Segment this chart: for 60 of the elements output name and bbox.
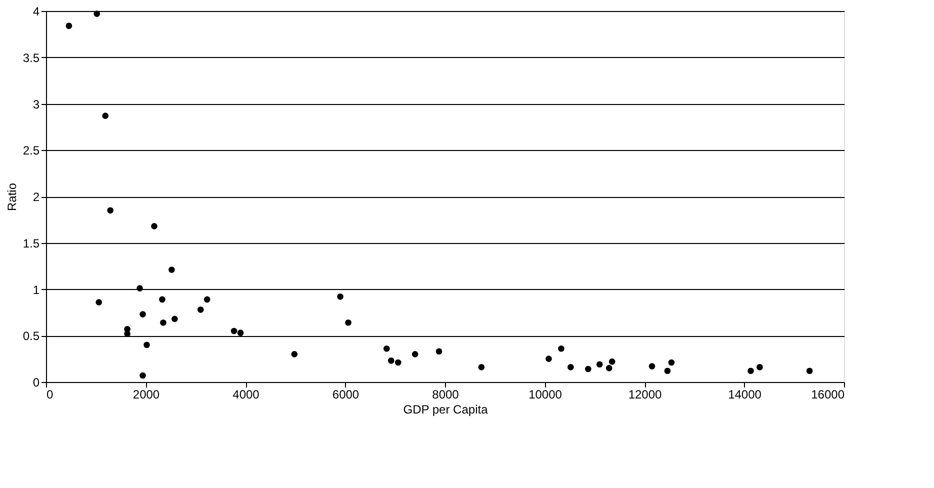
x-tick-label: 0	[46, 388, 54, 402]
point	[337, 294, 344, 300]
point	[107, 207, 114, 214]
x-tick-label: 6000	[332, 388, 360, 402]
x-tick-label: 12000	[628, 388, 662, 402]
x-tick-label: 4000	[232, 388, 260, 402]
point	[94, 10, 100, 17]
point	[66, 22, 72, 29]
point	[806, 368, 813, 374]
point	[648, 363, 656, 370]
point	[478, 364, 485, 370]
x-tick-label: 10000	[528, 388, 562, 402]
y-tick-label: 2	[32, 190, 40, 204]
point	[546, 356, 552, 362]
point	[102, 112, 109, 119]
y-tick-label: 3	[32, 97, 40, 112]
y-tick-label: 0.5	[22, 329, 40, 344]
y-tick-label: 0	[32, 376, 40, 390]
point	[96, 299, 102, 306]
point	[160, 319, 166, 326]
point	[144, 342, 150, 348]
point	[230, 328, 238, 334]
point	[172, 316, 178, 322]
point	[394, 359, 402, 366]
point	[237, 330, 244, 336]
point	[140, 311, 146, 318]
point	[168, 266, 175, 273]
point	[596, 361, 603, 368]
y-axis-title: Ratio	[4, 182, 19, 212]
point	[412, 351, 418, 358]
point	[204, 296, 210, 303]
point	[388, 358, 394, 364]
x-tick-label: 16000	[811, 388, 845, 402]
point	[383, 345, 390, 352]
y-tick-label: 1.5	[22, 236, 40, 250]
point	[136, 285, 143, 292]
x-tick-label: 8000	[432, 388, 460, 402]
x-tick-label: 2000	[132, 388, 160, 402]
point	[436, 348, 442, 355]
point	[608, 358, 616, 365]
point	[151, 223, 158, 230]
point	[756, 364, 763, 370]
point	[159, 296, 166, 303]
x-tick-label: 14000	[728, 388, 762, 402]
point	[558, 345, 564, 352]
point	[606, 364, 612, 372]
point	[291, 351, 298, 358]
point	[345, 319, 352, 326]
point	[197, 306, 204, 313]
point	[664, 368, 671, 374]
point	[584, 366, 592, 372]
y-tick-label: 3.5	[22, 50, 40, 65]
y-tick-label: 1	[32, 282, 40, 297]
point	[140, 372, 146, 379]
point	[748, 368, 754, 374]
y-tick-label: 2.5	[22, 144, 40, 158]
point	[668, 359, 675, 366]
x-axis-title: GDP per Capita	[403, 402, 488, 416]
y-tick-label: 4	[32, 4, 40, 18]
point	[568, 364, 574, 370]
